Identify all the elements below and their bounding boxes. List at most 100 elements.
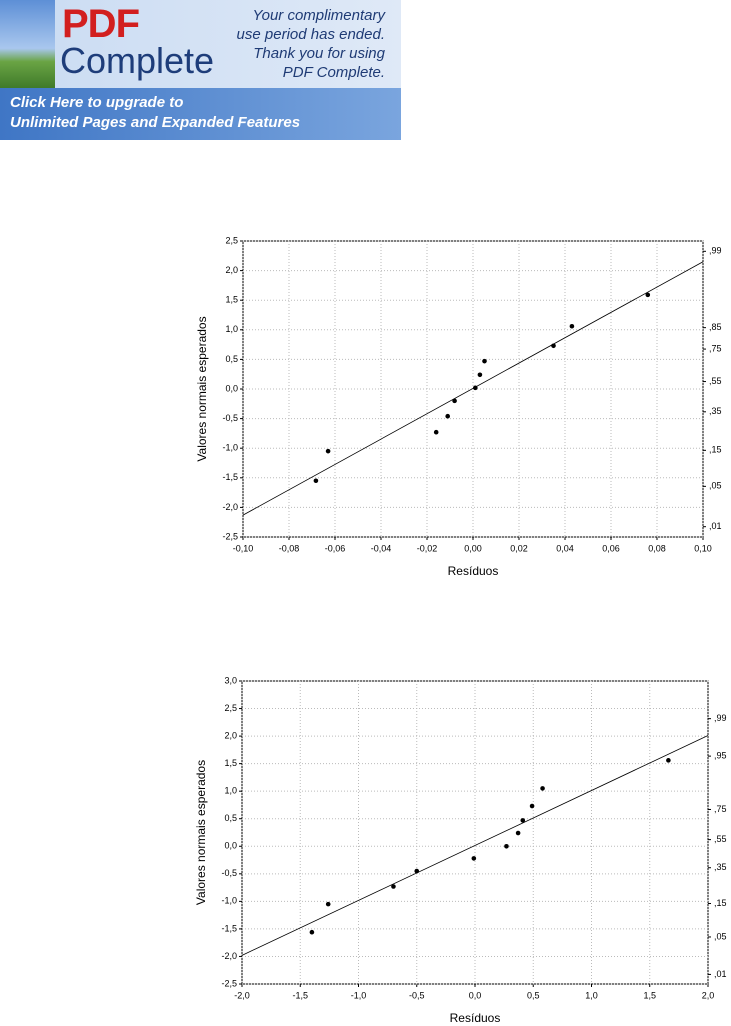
link-line[interactable]: Unlimited Pages and Expanded Features: [10, 114, 301, 131]
message-line: PDF Complete.: [282, 64, 385, 81]
y-tick-label: -0,5: [222, 413, 238, 423]
banner-background: [0, 0, 401, 88]
x-tick-label: 0,02: [510, 543, 528, 553]
y2-tick-label: ,55: [709, 376, 722, 386]
x-tick-label: 2,0: [702, 990, 715, 1000]
y-tick-label: -1,5: [222, 472, 238, 482]
x-tick-label: -0,04: [371, 543, 392, 553]
x-tick-label: -0,02: [417, 543, 438, 553]
x-tick-label: -1,5: [292, 990, 308, 1000]
x-tick-label: 1,0: [585, 990, 598, 1000]
data-point: [645, 292, 651, 298]
data-point: [473, 385, 478, 391]
y-tick-label: 2,0: [225, 265, 238, 275]
x-axis-title: Resíduos: [450, 1011, 501, 1025]
y-tick-label: 1,5: [225, 295, 238, 305]
y-tick-label: 1,0: [225, 324, 238, 334]
fit-line: [242, 261, 704, 516]
y2-tick-label: ,99: [709, 246, 722, 256]
x-tick-label: 0,04: [556, 543, 574, 553]
data-point: [309, 929, 315, 935]
y-tick-label: 0,5: [224, 813, 237, 823]
y-tick-label: 0,0: [224, 841, 237, 851]
y-tick-label: 2,5: [224, 703, 237, 713]
y-tick-label: -2,0: [222, 502, 238, 512]
x-tick-label: -1,0: [351, 990, 367, 1000]
data-point: [391, 884, 396, 889]
x-tick-label: -0,06: [325, 543, 346, 553]
y-tick-label: -1,5: [221, 923, 237, 933]
y-tick-label: 2,5: [225, 235, 238, 245]
data-point: [477, 372, 483, 378]
y-tick-label: -2,5: [222, 531, 238, 541]
y2-tick-label: ,55: [714, 834, 727, 844]
data-point: [666, 758, 671, 763]
x-tick-label: -0,10: [233, 543, 254, 553]
x-tick-label: 0,00: [464, 543, 482, 553]
x-axis-title: Resíduos: [448, 564, 499, 578]
data-point: [325, 901, 331, 907]
y2-tick-label: ,35: [709, 406, 722, 416]
y-tick-label: -2,0: [221, 951, 237, 961]
data-point: [515, 830, 521, 836]
y-tick-label: -2,5: [221, 978, 237, 988]
x-tick-label: 0,06: [602, 543, 620, 553]
y-tick-label: 3,0: [224, 675, 237, 685]
data-point: [551, 343, 556, 349]
data-point: [452, 398, 457, 404]
y2-tick-label: ,85: [709, 322, 722, 332]
y-tick-label: 2,0: [224, 730, 237, 740]
y-tick-label: 1,5: [224, 758, 237, 768]
y-tick-label: 0,5: [225, 354, 238, 364]
x-tick-label: 1,5: [643, 990, 656, 1000]
data-point: [471, 856, 477, 861]
y2-tick-label: ,01: [714, 969, 727, 979]
x-tick-label: -0,5: [409, 990, 425, 1000]
y2-tick-label: ,05: [709, 481, 722, 491]
y2-tick-label: ,05: [714, 931, 727, 941]
y-tick-label: -0,5: [221, 868, 237, 878]
banner-message: Your complimentary use period has ended.…: [237, 6, 385, 82]
data-point: [313, 478, 319, 484]
logo: Complete: [60, 40, 215, 81]
data-point: [414, 868, 420, 874]
upgrade-link[interactable]: Click Here to upgrade to Unlimited Pages…: [0, 88, 401, 140]
link-line[interactable]: Click Here to upgrade to: [10, 94, 184, 111]
y2-tick-label: ,35: [714, 862, 727, 872]
data-point: [445, 413, 451, 419]
data-point: [529, 803, 535, 809]
y2-tick-label: ,95: [714, 750, 727, 760]
data-point: [569, 323, 575, 329]
data-point: [520, 818, 526, 823]
banner-image: [0, 0, 55, 88]
x-tick-label: 0,0: [469, 990, 482, 1000]
data-point: [482, 358, 487, 364]
y-axis-title: Valores normais esperados: [194, 760, 208, 905]
y2-tick-label: ,01: [709, 521, 722, 531]
y-axis-title: Valores normais esperados: [195, 316, 209, 461]
message-line: use period has ended.: [236, 26, 385, 43]
y-tick-label: 0,0: [225, 383, 238, 393]
y2-tick-label: ,75: [714, 804, 727, 814]
message-line: Your complimentary: [252, 7, 385, 24]
y2-tick-label: ,15: [709, 445, 722, 455]
y2-tick-label: ,99: [714, 713, 727, 723]
data-point: [433, 429, 439, 435]
data-point: [504, 843, 509, 849]
message-line: Thank you for using: [253, 45, 385, 62]
x-tick-label: -0,08: [279, 543, 300, 553]
y2-tick-label: ,75: [709, 343, 722, 353]
fit-line: [241, 735, 709, 956]
banner: PDF Complete Your complimentary use peri…: [0, 0, 401, 140]
data-point: [540, 786, 545, 791]
x-tick-label: 0,10: [694, 543, 712, 553]
data-point: [325, 448, 331, 454]
x-tick-label: 0,08: [648, 543, 666, 553]
y2-tick-label: ,15: [714, 898, 727, 908]
x-tick-label: 0,5: [527, 990, 540, 1000]
y-tick-label: -1,0: [221, 896, 237, 906]
x-tick-label: -2,0: [234, 990, 250, 1000]
logo: PDF: [62, 2, 140, 46]
